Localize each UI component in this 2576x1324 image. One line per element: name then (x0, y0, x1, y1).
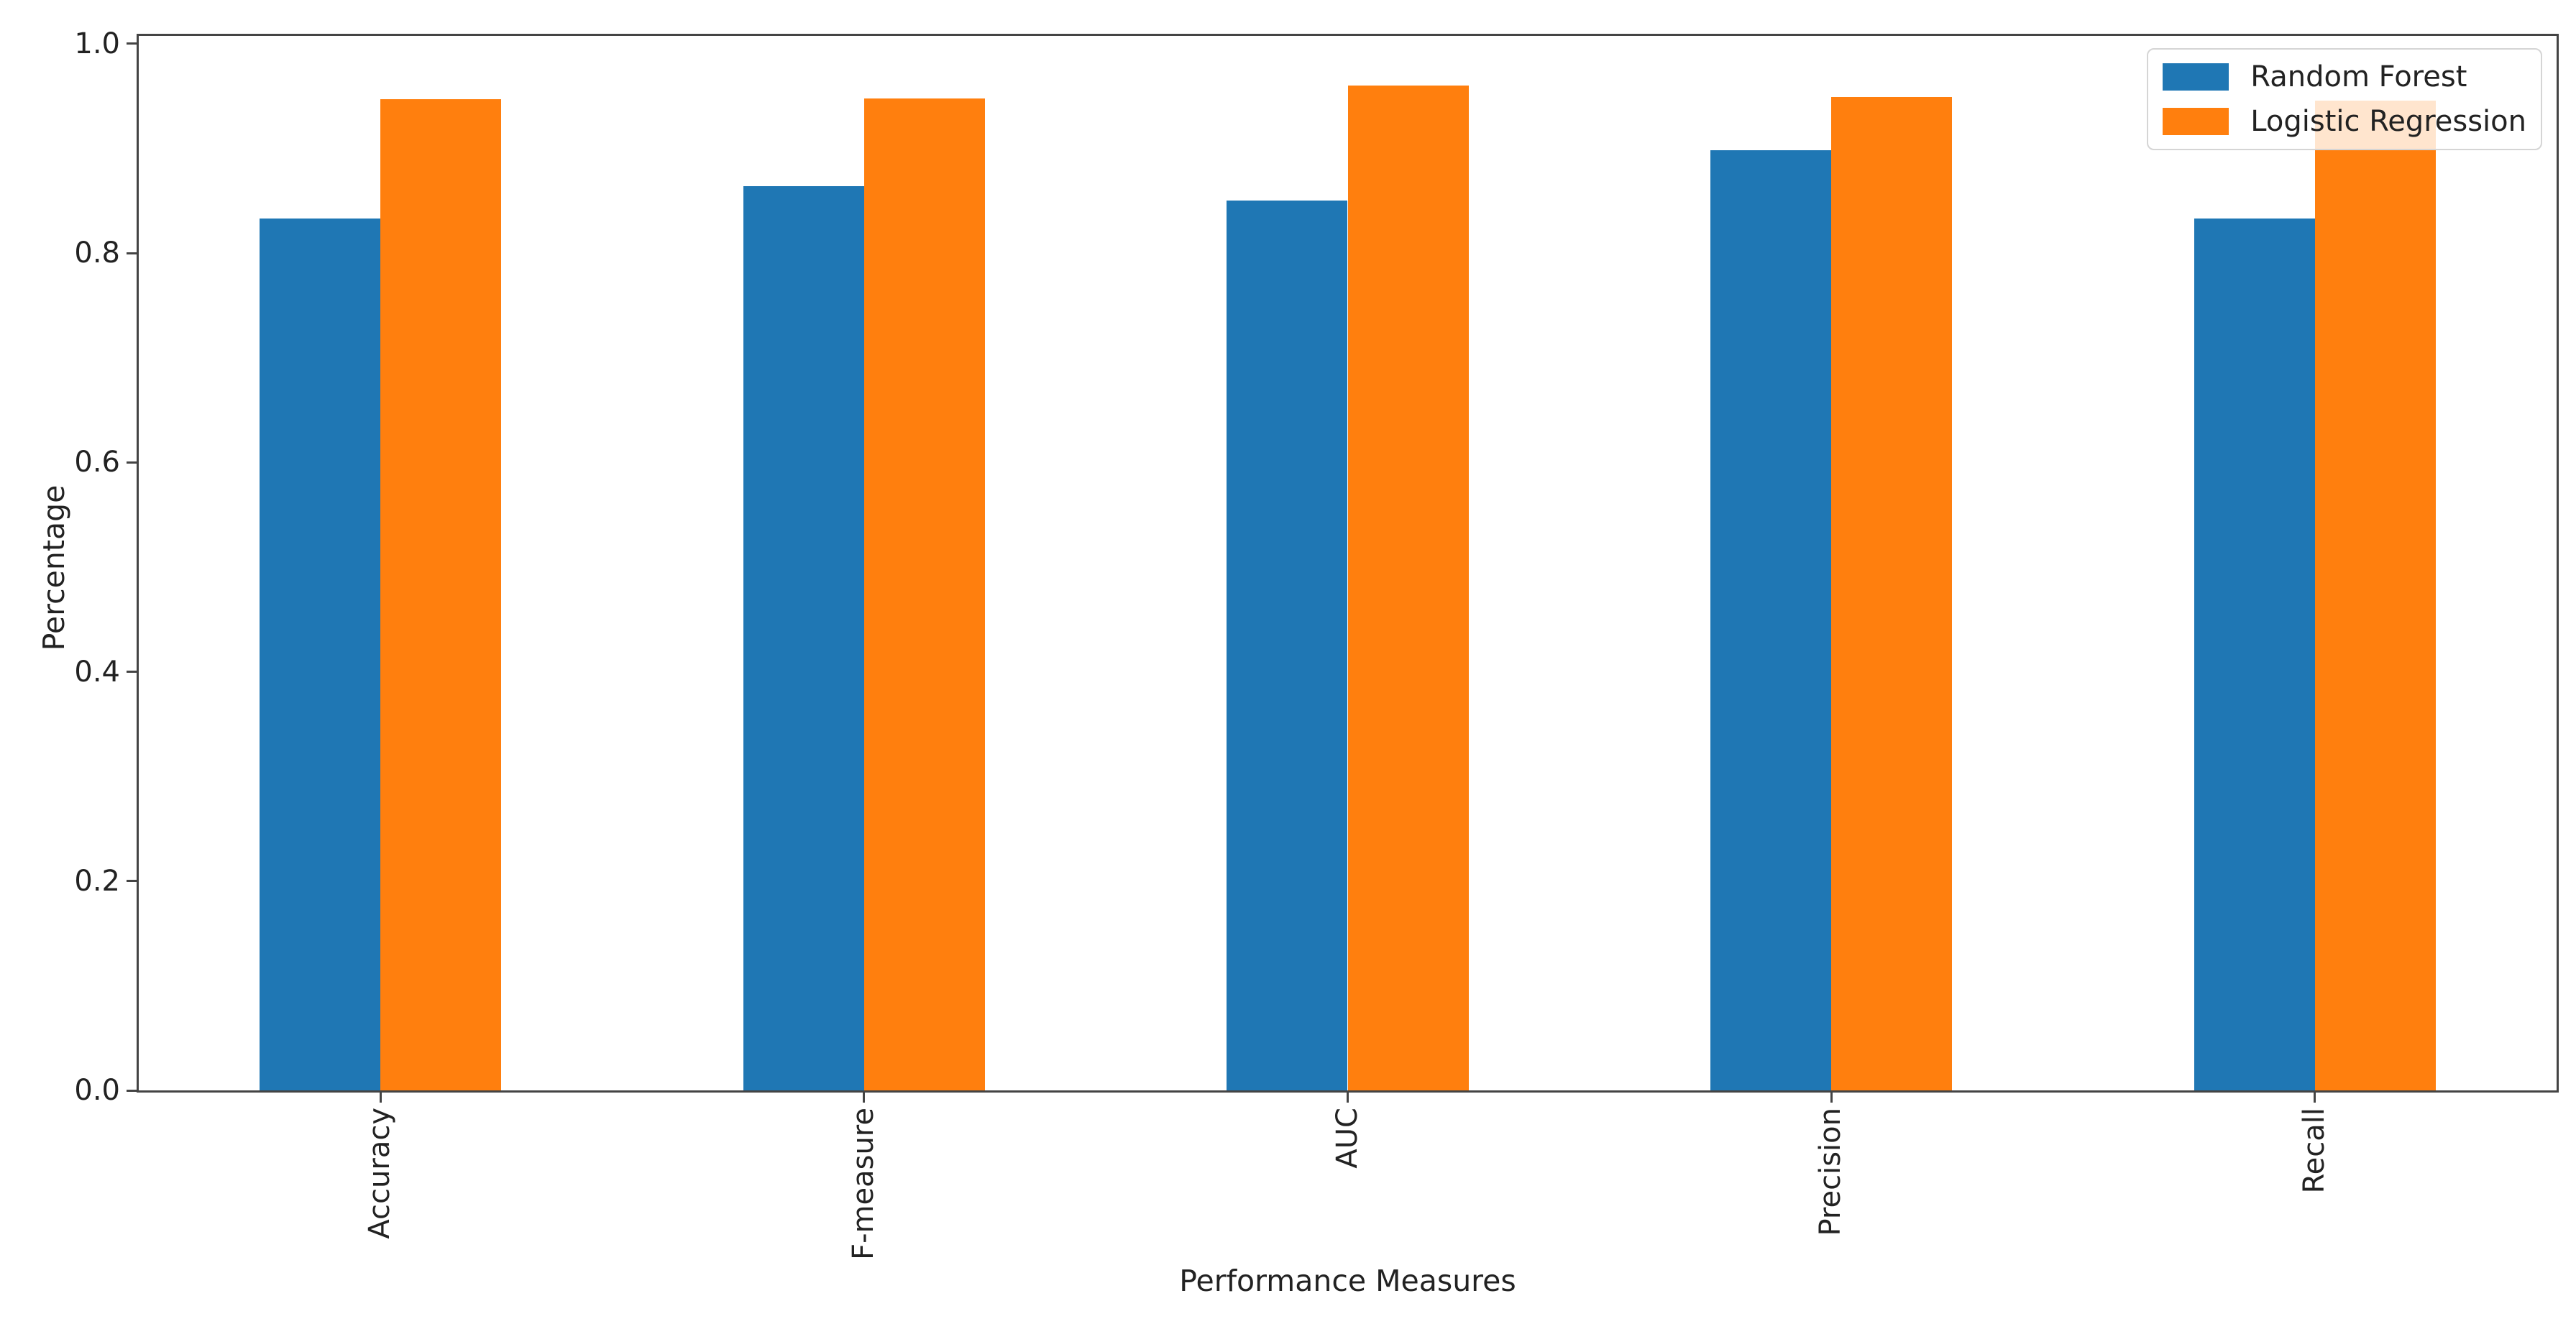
legend-swatch-logistic-regression (2163, 108, 2229, 135)
x-tick (1347, 1093, 1349, 1103)
x-tick (2314, 1093, 2316, 1103)
bar-logistic-regression (2314, 100, 2436, 1090)
y-tick (127, 252, 137, 254)
bar-logistic-regression (1831, 97, 1953, 1090)
legend: Random Forest Logistic Regression (2147, 48, 2542, 150)
legend-entry: Random Forest (2163, 60, 2526, 94)
bar-random-forest (1227, 201, 1348, 1090)
x-tick (379, 1093, 382, 1103)
y-tick (127, 461, 137, 464)
y-tick-label: 0.6 (74, 446, 120, 479)
y-tick-label: 0.4 (74, 655, 120, 689)
y-tick (127, 880, 137, 883)
bar-random-forest (743, 185, 864, 1090)
legend-label: Random Forest (2250, 60, 2467, 93)
y-tick (127, 1089, 137, 1092)
x-tick (1830, 1093, 1833, 1103)
y-tick-label: 0.8 (74, 236, 120, 270)
y-tick-label: 1.0 (74, 27, 120, 60)
bar-random-forest (260, 219, 381, 1090)
bar-logistic-regression (1347, 86, 1469, 1090)
x-tick (863, 1093, 866, 1103)
y-tick (127, 671, 137, 674)
x-axis-label: Performance Measures (1179, 1264, 1516, 1298)
x-tick-label: AUC (1330, 1108, 1364, 1169)
y-tick (127, 42, 137, 45)
legend-swatch-random-forest (2163, 63, 2229, 91)
legend-label: Logistic Regression (2250, 105, 2526, 138)
y-axis-label: Percentage (37, 484, 71, 651)
x-tick-label: Recall (2297, 1108, 2331, 1194)
bar-logistic-regression (380, 99, 502, 1090)
bar-random-forest (2194, 219, 2315, 1090)
bar-logistic-regression (863, 98, 986, 1090)
plot-area: 0.0 0.2 0.4 0.6 0.8 1.0 Accuracy F-measure AUC P… (74, 29, 2559, 1260)
x-tick-label: F-measure (846, 1108, 880, 1260)
x-tick-label: Accuracy (363, 1108, 397, 1239)
x-tick-label: Precision (1814, 1108, 1848, 1236)
y-tick-label: 0.0 (74, 1074, 120, 1107)
bar-random-forest (1710, 150, 1832, 1090)
legend-entry: Logistic Regression (2163, 104, 2526, 139)
y-tick-label: 0.2 (74, 864, 120, 898)
